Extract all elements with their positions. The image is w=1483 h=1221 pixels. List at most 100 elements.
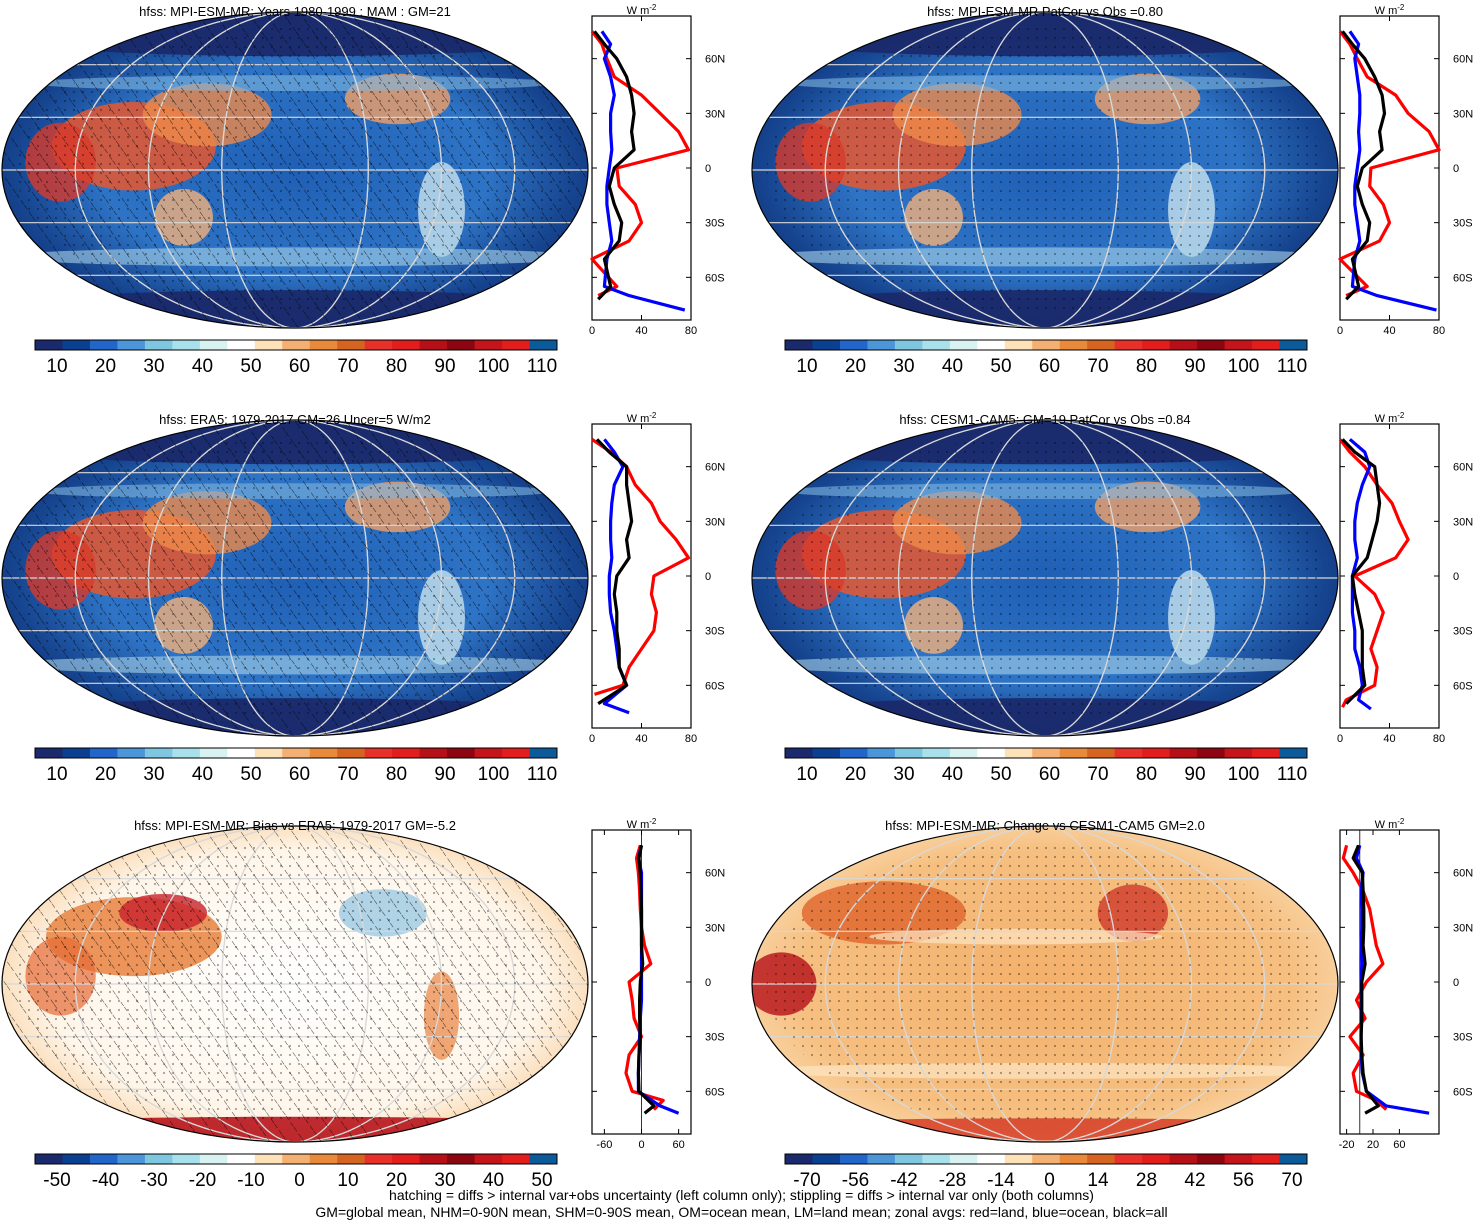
colorbar-label: 70 (1087, 764, 1108, 785)
colorbar-swatch (867, 340, 896, 350)
colorbar-swatch (172, 1154, 201, 1164)
zonal-unit: W m-2 (1375, 411, 1405, 425)
zonal-unit: W m-2 (627, 411, 657, 425)
zonal-plot-p4: W m-2 60N 30N 0 30S 60S 0 40 80 (1337, 411, 1473, 745)
lat-label: 60S (705, 1086, 725, 1098)
colorbar-swatch (502, 1154, 531, 1164)
colorbar-swatch (1169, 748, 1198, 758)
colorbar-label: 40 (942, 764, 963, 785)
colorbar-swatch (309, 340, 338, 350)
colorbar-swatch (1004, 748, 1033, 758)
colorbar-swatch (1114, 340, 1143, 350)
lat-label: 60N (1453, 54, 1473, 66)
colorbar-swatch (1224, 340, 1253, 350)
map-outline (751, 825, 1339, 1143)
colorbar-label: 30 (893, 356, 914, 377)
colorbar-swatch (1032, 1154, 1061, 1164)
colorbar-swatch (1114, 1154, 1143, 1164)
colorbar-swatch (1142, 748, 1171, 758)
colorbar-swatch (447, 340, 476, 350)
colorbar-swatch (894, 748, 923, 758)
colorbar-label: -30 (140, 1170, 167, 1191)
colorbar-swatch (839, 748, 868, 758)
colorbar-swatch (1197, 340, 1226, 350)
zonal-plot-p6: W m-2 60N 30N 0 30S 60S -20 20 60 (1339, 817, 1474, 1151)
zonal-xtick-label: 0 (1337, 733, 1343, 745)
zonal-xtick-label: 40 (635, 325, 647, 337)
colorbar-swatch (309, 748, 338, 758)
colorbar-swatch (419, 748, 448, 758)
colorbar-swatch (894, 1154, 923, 1164)
colorbar-label: 0 (294, 1170, 305, 1191)
zonal-unit: W m-2 (627, 817, 657, 831)
stippling-overlay (766, 841, 1324, 1127)
lat-label: 30N (1453, 922, 1473, 934)
colorbar-swatch (977, 1154, 1006, 1164)
colorbar-swatch (1032, 340, 1061, 350)
colorbar-label: 10 (337, 1170, 358, 1191)
colorbar-label: 30 (143, 764, 164, 785)
zonal-xtick-label: -20 (1339, 1139, 1355, 1151)
map-outline (1, 825, 589, 1143)
colorbar-swatch (199, 1154, 228, 1164)
colorbar-label: 30 (434, 1170, 455, 1191)
colorbar-swatch (1252, 1154, 1281, 1164)
colorbar-swatch (227, 340, 256, 350)
zonal-line-land (591, 437, 691, 696)
map-outline (1, 419, 589, 737)
colorbar-label: -20 (189, 1170, 216, 1191)
lat-label: 60N (1453, 462, 1473, 474)
colorbar-swatch (62, 340, 91, 350)
colorbar-swatch (364, 1154, 393, 1164)
colorbar-label: 42 (1184, 1170, 1205, 1191)
zonal-xtick-label: 20 (1367, 1139, 1379, 1151)
map-p5: hfss: MPI-ESM-MR: Bias vs ERA5: 1979-201… (1, 818, 589, 1143)
colorbar-swatch (1142, 340, 1171, 350)
colorbar-swatch (1252, 340, 1281, 350)
zonal-xtick-label: 60 (1393, 1139, 1405, 1151)
colorbar-swatch (282, 1154, 311, 1164)
zonal-xtick-label: 80 (1433, 325, 1445, 337)
colorbar-swatch (364, 748, 393, 758)
colorbar-p2: 10 20 30 40 50 60 70 80 90 100 110 (784, 339, 1308, 377)
colorbar-swatch (502, 748, 531, 758)
colorbar-swatch (949, 340, 978, 350)
colorbar-label: 20 (845, 356, 866, 377)
colorbar-label: -14 (987, 1170, 1015, 1191)
colorbar-swatch (419, 1154, 448, 1164)
colorbar-label: 70 (1087, 356, 1108, 377)
colorbar-swatch (785, 748, 813, 758)
colorbar-swatch (254, 1154, 283, 1164)
colorbar-swatch (35, 748, 63, 758)
colorbar-swatch (199, 748, 228, 758)
stippling-overlay (16, 435, 574, 721)
colorbar-swatch (89, 748, 118, 758)
lat-label: 60N (1453, 868, 1473, 880)
colorbar-label: 56 (1233, 1170, 1254, 1191)
map-p6: hfss: MPI-ESM-MR: Change vs CESM1-CAM5 G… (751, 818, 1339, 1143)
colorbar-p5: -50 -40 -30 -20 -10 0 10 20 30 40 50 (34, 1153, 558, 1191)
panel-title: hfss: ERA5: 1979-2017 GM=26 Uncer=5 W/m2 (159, 412, 431, 427)
colorbar-swatch (1059, 1154, 1088, 1164)
colorbar-swatch (144, 340, 173, 350)
colorbar-swatch (839, 1154, 868, 1164)
lat-label: 60S (705, 680, 725, 692)
stippling-overlay (766, 27, 1324, 313)
colorbar-swatch (1032, 748, 1061, 758)
colorbar-swatch (117, 1154, 146, 1164)
colorbar-p6: -70 -56 -42 -28 -14 0 14 28 42 56 70 (784, 1153, 1308, 1191)
zonal-line-all (595, 438, 634, 705)
colorbar-label: 60 (1039, 764, 1060, 785)
colorbar-swatch (35, 1154, 63, 1164)
lat-label: 30S (705, 1032, 725, 1044)
zonal-line-all (636, 844, 656, 1115)
colorbar-swatch (1004, 1154, 1033, 1164)
lat-label: 60S (1453, 272, 1473, 284)
lat-label: 0 (1453, 163, 1459, 175)
zonal-plot-p2: W m-2 60N 30N 0 30S 60S 0 40 80 (1337, 3, 1473, 337)
colorbar-label: 10 (796, 356, 817, 377)
colorbar-swatch (894, 340, 923, 350)
colorbar-label: 70 (337, 356, 358, 377)
lat-label: 60N (705, 868, 725, 880)
zonal-xtick-label: 60 (673, 1139, 685, 1151)
